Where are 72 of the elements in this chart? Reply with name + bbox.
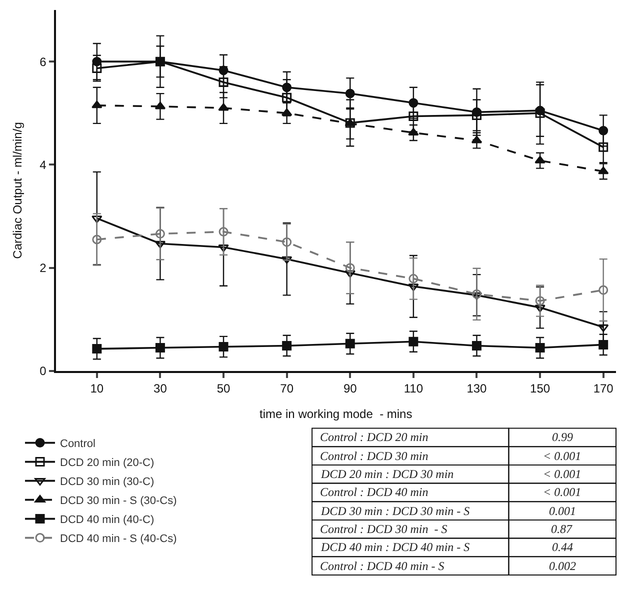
legend-label: Control [60,438,96,450]
text: DCD 20 min : DCD 30 min [320,467,454,481]
x-tick-label: 70 [280,381,294,396]
point [472,289,482,299]
text: DCD 30 min : DCD 30 min - S [320,504,470,518]
text: Control : DCD 40 min - S [320,559,444,573]
x-axis-title: time in working mode - mins [260,406,412,421]
point [472,110,482,120]
point [535,296,545,306]
y-tick-label: 6 [40,54,47,69]
point [408,128,419,136]
point [598,285,608,295]
legend-label: DCD 40 min - S (40-Cs) [60,533,177,546]
point [534,156,546,164]
legend-label: DCD 40 min (40-C) [60,514,154,526]
point [345,338,355,348]
point [218,244,229,252]
point [218,77,228,87]
point [535,108,545,118]
point [534,304,546,312]
point [344,270,356,278]
point [472,340,482,350]
text: Control : DCD 30 min [320,449,428,463]
point [282,92,292,102]
point [218,103,229,111]
x-tick-label: 170 [593,381,614,396]
x-tick-label: 150 [530,381,550,396]
point [345,263,355,273]
y-tick-label: 4 [40,158,47,172]
text: Control : DCD 40 min [320,485,428,499]
point [408,274,418,284]
text: < 0.001 [543,467,582,481]
x-tick-label: 130 [466,381,488,396]
x-tick-label: 50 [216,381,231,396]
x-tick-label: 110 [404,381,424,396]
legend-label: DCD 30 min - S (30-Cs) [60,495,177,508]
text: 0.001 [549,504,576,518]
point [535,343,545,353]
y-axis-title: Cardiac Output - ml/min/g [10,122,24,259]
legend-label: DCD 20 min (20-C) [60,457,154,470]
x-tick-label: 90 [343,381,358,396]
point [92,64,102,74]
point [598,340,608,350]
y-tick-label: 0 [40,364,47,378]
point [92,100,102,108]
point [282,340,292,350]
y-tick-label: 2 [40,261,47,276]
point [345,88,355,98]
point [155,229,165,239]
text: Control : DCD 20 min [320,430,428,444]
point [92,344,102,354]
legend-label: DCD 30 min (30-C) [60,476,154,488]
text: 0.87 [551,522,573,536]
point [218,342,228,352]
text: 0.99 [552,430,573,444]
point [92,234,102,244]
x-tick-label: 10 [90,381,104,396]
text: < 0.001 [543,485,582,499]
point [408,336,418,346]
point [598,142,608,152]
point [218,227,228,236]
text: 0.44 [552,540,573,554]
point [408,284,419,292]
point [92,216,102,224]
point [408,111,418,121]
text: Control : DCD 30 min - S [320,522,448,536]
text: < 0.001 [543,449,582,463]
point [155,343,165,353]
x-tick-label: 30 [154,381,168,396]
text: DCD 40 min : DCD 40 min - S [320,540,470,554]
point [282,237,292,247]
text: 0.002 [549,559,576,573]
